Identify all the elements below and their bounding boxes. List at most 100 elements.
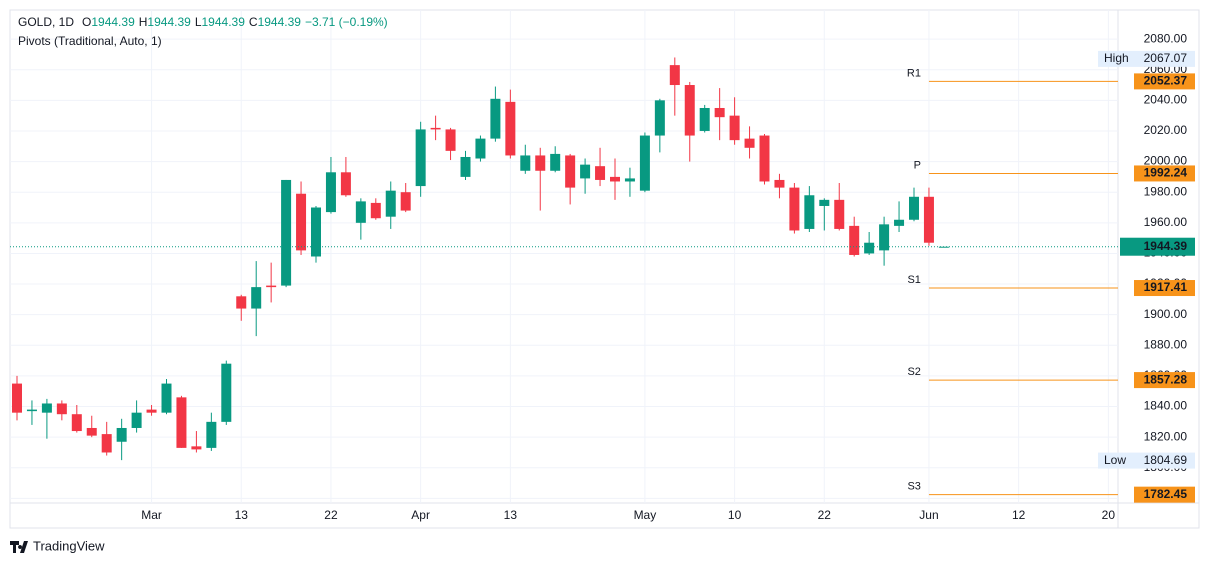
candle-body bbox=[550, 153, 561, 171]
candle-body bbox=[400, 192, 411, 211]
candle-body bbox=[221, 363, 232, 422]
candle-body bbox=[415, 129, 426, 187]
candle-body bbox=[849, 225, 860, 255]
candle-body bbox=[804, 195, 815, 229]
y-tick-label: 2040.00 bbox=[1144, 93, 1188, 107]
pivot-name: S1 bbox=[907, 274, 920, 286]
candle-body bbox=[445, 129, 456, 151]
pivot-value: 1782.45 bbox=[1144, 487, 1188, 501]
brand-logo bbox=[10, 541, 28, 553]
x-tick-label: 22 bbox=[818, 508, 832, 522]
x-tick-label: May bbox=[634, 508, 657, 522]
x-tick-label: Mar bbox=[141, 508, 162, 522]
candle-body bbox=[475, 138, 486, 159]
pivot-value: 1992.24 bbox=[1144, 166, 1188, 180]
y-tick-label: 1960.00 bbox=[1144, 215, 1188, 229]
header-part: O bbox=[82, 15, 91, 29]
candle-body bbox=[669, 65, 680, 86]
candle-body bbox=[236, 296, 247, 309]
y-tick-label: 1880.00 bbox=[1144, 337, 1188, 351]
candle-body bbox=[26, 409, 37, 412]
pivot-tag bbox=[1134, 73, 1195, 90]
grid bbox=[10, 10, 1118, 503]
candle-body bbox=[206, 421, 217, 448]
candle-body bbox=[610, 176, 620, 182]
indicator-label: Pivots (Traditional, Auto, 1) bbox=[18, 34, 162, 48]
pivot-value: 1857.28 bbox=[1144, 372, 1188, 386]
candle-body bbox=[595, 166, 606, 180]
labels: 1780.001800.001820.001840.001860.001880.… bbox=[141, 31, 1195, 522]
extreme-tag bbox=[1098, 50, 1195, 67]
pivot-value: 1917.41 bbox=[1144, 280, 1188, 294]
extreme-name: High bbox=[1104, 51, 1129, 65]
candle-body bbox=[161, 383, 172, 413]
marks bbox=[10, 57, 1118, 496]
candle-body bbox=[311, 207, 321, 257]
candle-body bbox=[370, 202, 381, 219]
y-tick-label: 1980.00 bbox=[1144, 184, 1188, 198]
pivot-tag bbox=[1134, 486, 1195, 503]
header-line: GOLD, 1D O1944.39 H1944.39 L1944.39 C1944.39… bbox=[18, 15, 388, 29]
candle-body bbox=[729, 115, 740, 141]
extreme-name: Low bbox=[1104, 453, 1126, 467]
last-price-tag bbox=[1120, 237, 1195, 256]
pivot-value: 2052.37 bbox=[1144, 74, 1188, 88]
pivot-name: S2 bbox=[907, 366, 920, 378]
candle-body bbox=[116, 427, 127, 442]
candle-body bbox=[580, 164, 591, 179]
candle-body bbox=[296, 193, 307, 251]
header-part: H bbox=[139, 15, 148, 29]
y-tick-label: 1840.00 bbox=[1144, 399, 1188, 413]
candle-body bbox=[251, 287, 262, 309]
candle-body bbox=[101, 434, 112, 453]
extreme-tag bbox=[1098, 452, 1195, 469]
candle-body bbox=[879, 224, 890, 251]
x-tick-label: 20 bbox=[1102, 508, 1116, 522]
candle-body bbox=[639, 135, 650, 191]
x-tick-label: Jun bbox=[919, 508, 938, 522]
candle-body bbox=[759, 135, 770, 182]
candle-body bbox=[535, 155, 546, 171]
pivot-name: S3 bbox=[907, 481, 920, 493]
candle-body bbox=[340, 172, 351, 196]
pivot-tag bbox=[1134, 372, 1195, 389]
candle-body bbox=[744, 138, 755, 148]
y-tick-label: 1820.00 bbox=[1144, 429, 1188, 443]
candle-body bbox=[12, 383, 22, 413]
candle-body bbox=[86, 427, 97, 436]
candle-body bbox=[281, 179, 292, 286]
candle-body bbox=[909, 196, 919, 220]
y-tick-label: 2000.00 bbox=[1144, 154, 1188, 168]
candle-body bbox=[699, 107, 710, 131]
header-part: −3.71 (−0.19%) bbox=[305, 15, 388, 29]
candle-body bbox=[325, 172, 336, 213]
pivot-name: R1 bbox=[907, 67, 921, 79]
x-tick-label: 13 bbox=[235, 508, 249, 522]
x-tick-label: 10 bbox=[728, 508, 742, 522]
candle-body bbox=[834, 199, 845, 229]
last-price-value: 1944.39 bbox=[1144, 239, 1188, 253]
candle-body bbox=[684, 85, 695, 136]
candle-body bbox=[774, 179, 785, 188]
x-tick-label: 12 bbox=[1012, 508, 1026, 522]
candle-body bbox=[520, 155, 531, 171]
y-tick-label: 2020.00 bbox=[1144, 123, 1188, 137]
y-tick-label: 1900.00 bbox=[1144, 307, 1188, 321]
candle-body bbox=[385, 190, 396, 217]
candle-body bbox=[71, 414, 82, 432]
header: GOLD, 1D O1944.39 H1944.39 L1944.39 C1944.39… bbox=[18, 15, 388, 48]
candle-body bbox=[355, 201, 366, 223]
header-part: L bbox=[195, 15, 202, 29]
candle-body bbox=[714, 107, 725, 118]
candle-body bbox=[505, 101, 516, 156]
header-part: C bbox=[249, 15, 258, 29]
brand: TradingView bbox=[10, 538, 105, 553]
x-tick-label: 13 bbox=[504, 508, 518, 522]
brand-name: TradingView bbox=[33, 538, 105, 553]
candle-body bbox=[864, 242, 875, 254]
candle-body bbox=[789, 187, 800, 231]
candle-body bbox=[565, 155, 576, 188]
header-part: 1944.39 bbox=[202, 15, 246, 29]
candle-body bbox=[191, 446, 202, 450]
